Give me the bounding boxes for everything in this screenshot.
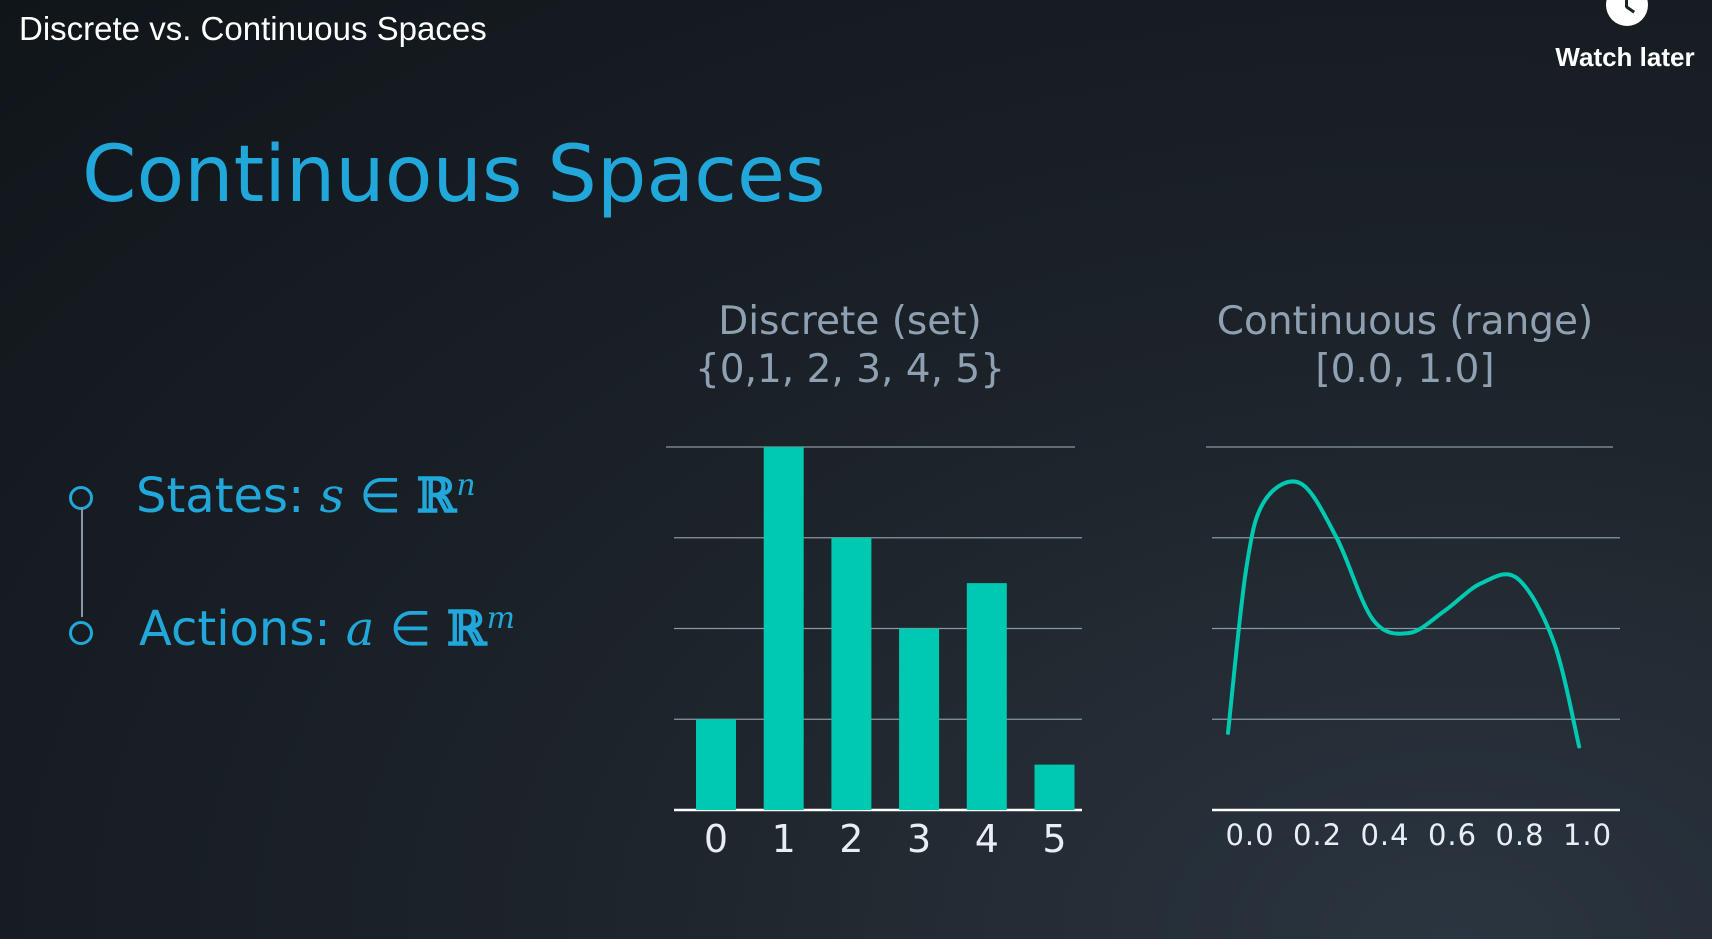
states-bullet: States: s ∈ ℝn <box>136 468 476 524</box>
continuous-chart-title: Continuous (range) <box>1216 299 1594 344</box>
actions-label: Actions: <box>139 601 331 657</box>
x-tick-label: 1.0 <box>1563 818 1612 852</box>
discrete-chart-subtitle: {0,1, 2, 3, 4, 5} <box>694 347 1006 392</box>
x-tick-label: 0.4 <box>1360 818 1409 852</box>
x-tick-label: 5 <box>1042 817 1066 861</box>
x-tick-label: 0.8 <box>1495 818 1544 852</box>
x-tick-label: 2 <box>839 817 863 861</box>
bar <box>1034 764 1075 810</box>
actions-variable: a <box>345 601 375 657</box>
actions-bullet: Actions: a ∈ ℝm <box>139 601 515 657</box>
x-tick-label: 0.0 <box>1225 818 1274 852</box>
slide-title: Continuous Spaces <box>82 130 826 220</box>
watch-later-label: Watch later <box>1555 42 1695 72</box>
bar <box>831 537 872 810</box>
element-of-symbol: ∈ <box>359 468 402 524</box>
states-label: States: <box>136 468 305 524</box>
real-set-symbol: ℝ <box>446 601 487 657</box>
discrete-chart-header: Discrete (set) {0,1, 2, 3, 4, 5} <box>660 298 1040 394</box>
bar <box>696 719 736 810</box>
discrete-chart-title: Discrete (set) <box>718 299 982 344</box>
x-tick-label: 0.2 <box>1293 818 1342 852</box>
bullet-dot-icon <box>69 621 93 645</box>
states-variable: s <box>319 468 345 524</box>
bar <box>763 447 804 810</box>
x-tick-label: 0.6 <box>1428 818 1477 852</box>
watch-later-button[interactable]: Watch later <box>1540 0 1710 80</box>
bar <box>966 583 1007 810</box>
bullet-connector <box>81 508 83 617</box>
series-line <box>1226 479 1582 749</box>
bar <box>899 628 940 810</box>
x-tick-label: 4 <box>975 817 999 861</box>
real-set-symbol: ℝ <box>416 468 457 524</box>
x-tick-label: 1 <box>772 817 796 861</box>
continuous-chart-header: Continuous (range) [0.0, 1.0] <box>1180 298 1630 394</box>
continuous-chart-subtitle: [0.0, 1.0] <box>1315 347 1495 392</box>
actions-exponent: m <box>486 601 516 636</box>
states-exponent: n <box>456 468 476 503</box>
bullet-list: States: s ∈ ℝn Actions: a ∈ ℝm <box>0 0 600 939</box>
x-tick-label: 3 <box>907 817 931 861</box>
x-tick-label: 0 <box>704 817 728 861</box>
element-of-symbol: ∈ <box>389 601 432 657</box>
video-title: Discrete vs. Continuous Spaces <box>19 10 487 47</box>
